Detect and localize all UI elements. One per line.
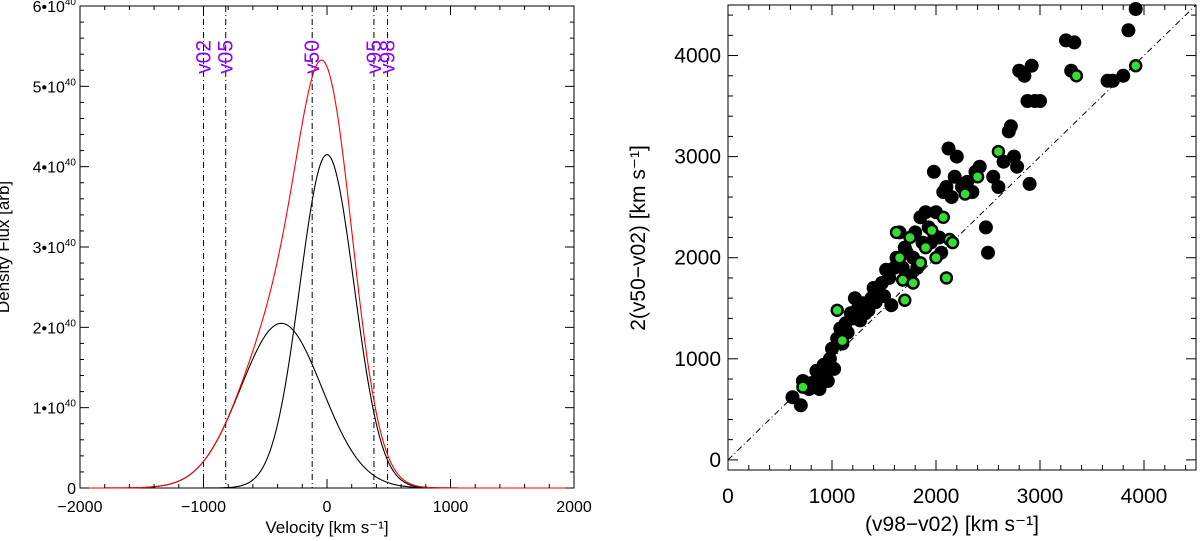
black-point (884, 298, 899, 313)
green-point (830, 303, 844, 317)
right-y-ticks: 0 1000 2000 3000 4000 (674, 14, 1196, 472)
x-tick-label: −1000 (181, 499, 226, 516)
left-y-axis-title: Density Flux [arb] (0, 181, 13, 313)
x-tick-label: 1000 (809, 485, 856, 508)
left-y-ticks: 0 1•1040 2•1040 3•1040 4•1040 5•1040 6•1040 (33, 0, 574, 498)
y-tick-label: 6•1040 (33, 0, 77, 16)
green-point (796, 380, 810, 394)
vline-label-v95: v95 (363, 40, 386, 74)
left-x-axis-title: Velocity [km s⁻¹] (265, 518, 388, 537)
x-tick-label: 2000 (913, 485, 960, 508)
green-point (913, 256, 928, 270)
y-tick-label: 1•1040 (33, 399, 77, 418)
black-point (996, 154, 1011, 169)
x-tick-label: 3000 (1017, 485, 1064, 508)
green-point (991, 144, 1006, 159)
y-tick-label: 4000 (674, 45, 721, 68)
x-tick-label: 0 (323, 499, 332, 516)
y-tick-label: 3000 (674, 146, 721, 169)
black-point (1033, 94, 1047, 108)
green-point (918, 240, 933, 255)
y-tick-label: 0 (67, 481, 76, 498)
black-point (1003, 119, 1018, 134)
black-point (1017, 68, 1032, 83)
black-point (1121, 23, 1136, 38)
vline-label-v05: v05 (215, 40, 238, 74)
green-point (929, 251, 943, 265)
black-point (1105, 73, 1120, 88)
left-plot-frame (79, 5, 575, 489)
black-point (972, 159, 987, 174)
y-tick-label: 1000 (674, 348, 721, 371)
y-tick-label: 3•1040 (33, 238, 77, 257)
black-point (1067, 35, 1082, 50)
green-point (906, 276, 920, 290)
black-point (1116, 68, 1131, 83)
right-x-axis-title: (v98−v02) [km s⁻¹] (865, 513, 1039, 536)
black-point (978, 220, 993, 235)
green-point (1069, 69, 1084, 83)
vline-label-v02: v02 (193, 40, 216, 74)
curve-broad-component (80, 322, 574, 489)
green-point (898, 293, 912, 307)
y-tick-label: 2000 (674, 247, 721, 270)
black-point (793, 398, 808, 413)
x-tick-label: 0 (722, 485, 734, 508)
black-point (981, 245, 995, 260)
black-point (947, 169, 962, 184)
black-point (949, 149, 964, 164)
black-point (827, 361, 842, 376)
green-point (939, 271, 954, 285)
x-tick-label: 1000 (433, 499, 469, 516)
x-tick-label: −2000 (58, 499, 103, 516)
green-point (889, 225, 904, 240)
black-point (1022, 176, 1037, 191)
x-tick-label: 4000 (1121, 485, 1168, 508)
left-x-ticks: −2000 −1000 0 1000 2000 (58, 6, 592, 516)
y-tick-label: 5•1040 (33, 77, 77, 96)
green-point (835, 333, 850, 348)
vline-label-v50: v50 (301, 40, 324, 74)
black-point (1024, 58, 1039, 73)
green-point (958, 187, 972, 201)
profile-curves (80, 59, 574, 489)
black-point (944, 190, 959, 205)
curve-total (80, 59, 574, 489)
vline-label-v98: v98 (377, 40, 400, 74)
green-point (970, 170, 985, 184)
right-panel: 0 1000 2000 3000 4000 0 1000 2000 3000 4000 (v98… (627, 2, 1197, 536)
scatter-points (785, 2, 1143, 413)
y-tick-label: 0 (709, 449, 721, 472)
green-point (1128, 58, 1143, 73)
right-x-ticks: 0 1000 2000 3000 4000 (722, 5, 1187, 508)
black-point (1010, 159, 1025, 174)
black-point (820, 374, 835, 388)
y-tick-label: 2•1040 (33, 318, 77, 337)
y-tick-label: 4•1040 (33, 158, 77, 177)
black-point (926, 164, 941, 179)
green-point (945, 235, 960, 250)
x-tick-label: 2000 (556, 499, 592, 516)
green-point (892, 251, 907, 265)
green-point (925, 223, 939, 238)
green-point (936, 210, 950, 225)
black-point (1128, 2, 1143, 16)
black-point (918, 205, 933, 220)
black-point (991, 180, 1006, 194)
right-y-axis-title: 2(v50−v02) [km s⁻¹] (627, 145, 650, 331)
curve-narrow-component (80, 154, 574, 489)
green-point (903, 230, 917, 245)
